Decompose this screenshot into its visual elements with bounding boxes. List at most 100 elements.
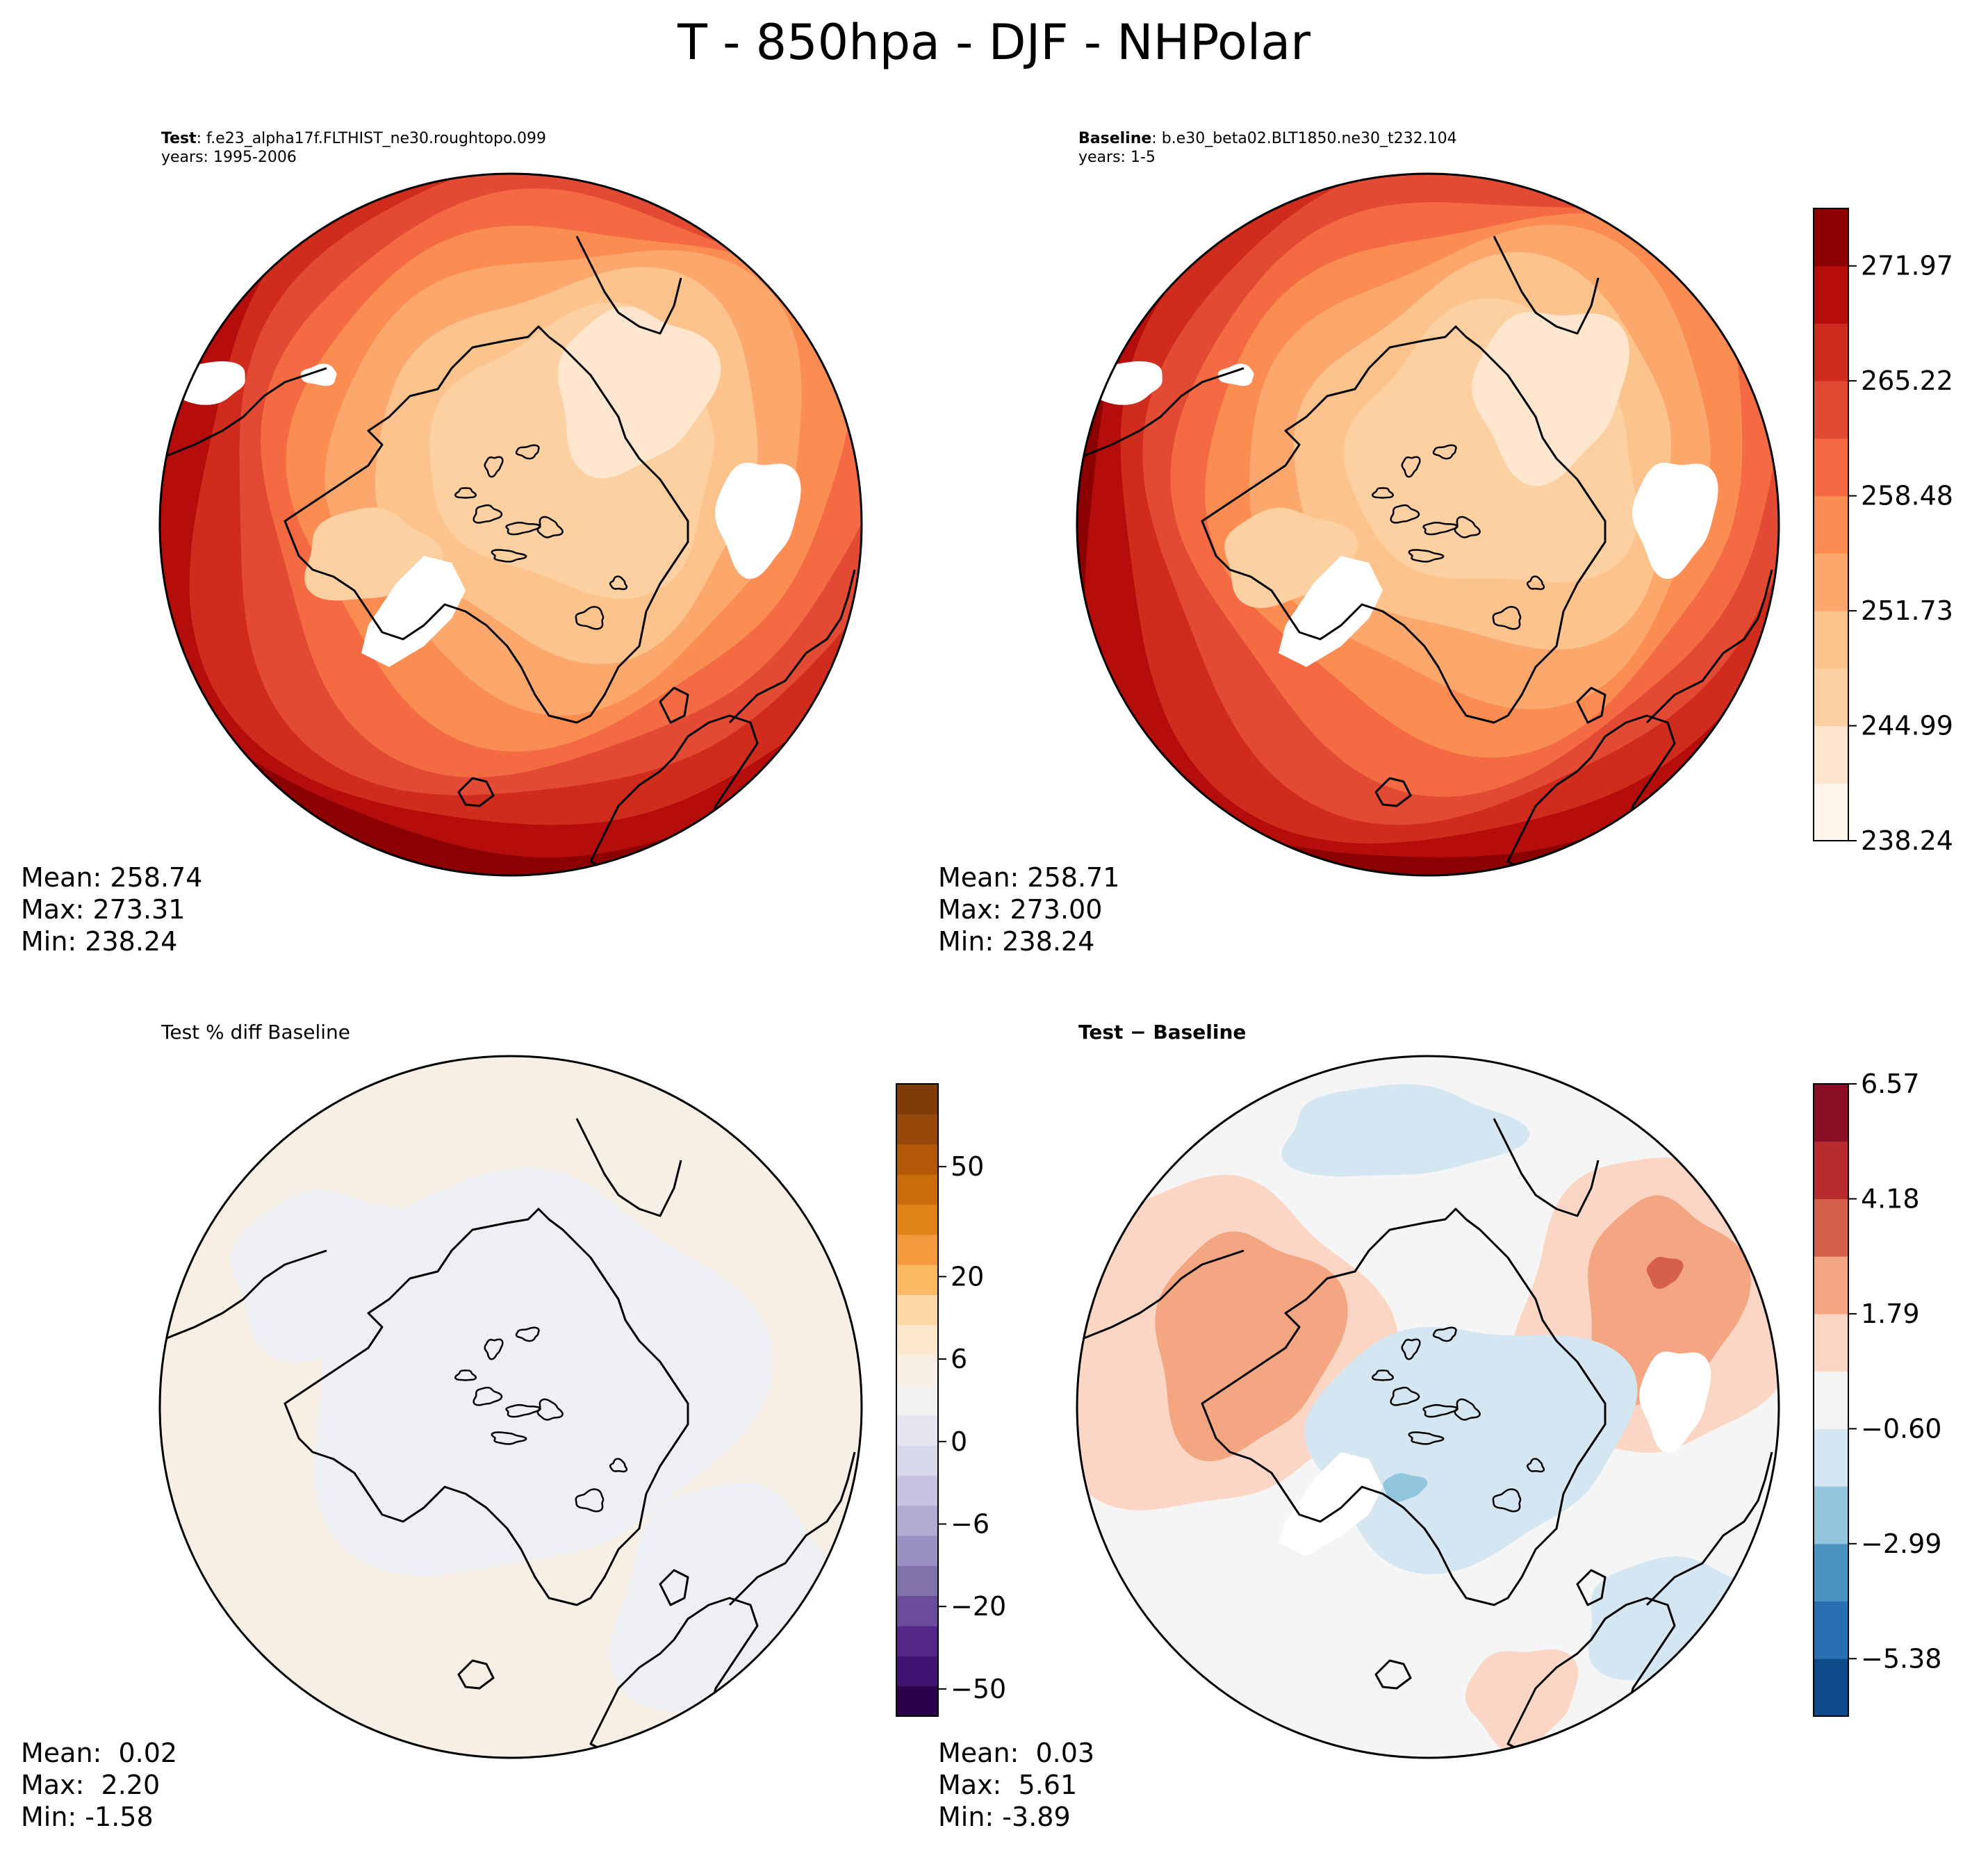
colorbar-segment — [896, 1415, 938, 1446]
colorbar-segment — [1814, 611, 1848, 669]
coastline — [575, 1118, 682, 1217]
missing-region — [1217, 363, 1254, 386]
colorbar-segment — [1814, 208, 1848, 267]
diff-colorbar: 6.57 4.18 1.79 −0.60 −2.99 −5.38 — [1813, 1069, 1941, 1717]
pctdiff-map — [158, 1055, 863, 1759]
island-outline — [454, 1369, 477, 1381]
colorbar-tick-label: 4.18 — [1861, 1183, 1920, 1214]
colorbar-tick-label: 20 — [951, 1261, 984, 1292]
colorbar-segment — [1814, 495, 1848, 554]
island-outline — [484, 1338, 504, 1360]
colorbar-segment — [1814, 265, 1848, 324]
baseline-mean: Mean: 258.71 — [938, 862, 1120, 893]
contour-band — [1588, 1195, 1751, 1407]
baseline-title-case: : b.e30_beta02.BLT1850.ne30_t232.104 — [1151, 130, 1457, 147]
colorbar-segment — [1814, 668, 1848, 727]
island-outline — [484, 456, 504, 478]
island-outline — [1408, 549, 1445, 563]
contour-band — [1383, 1473, 1428, 1502]
island-outline — [1390, 1386, 1420, 1406]
colorbar-segment — [1814, 1084, 1848, 1142]
colorbar-segment — [1814, 1543, 1848, 1602]
island-outline — [609, 575, 628, 591]
island-outline — [1390, 504, 1420, 524]
island-outline — [575, 606, 605, 630]
coastlines — [1077, 236, 1773, 875]
coastline — [1576, 686, 1607, 724]
diff-mean: Mean: 0.03 — [938, 1738, 1095, 1768]
island-outline — [1492, 606, 1522, 630]
colorbar-tick-label: 50 — [951, 1151, 984, 1182]
coastline — [457, 777, 495, 807]
island-outline — [454, 487, 477, 499]
test-map — [158, 172, 863, 877]
island-outline — [1454, 516, 1481, 538]
map-fill — [160, 1056, 862, 1758]
contour-band — [557, 306, 721, 479]
coastline — [1576, 1569, 1607, 1606]
coastline — [160, 367, 327, 460]
island-outline — [491, 1431, 527, 1445]
missing-region — [361, 556, 466, 667]
missing-region — [1632, 462, 1718, 579]
colorbar-segment — [896, 1174, 938, 1205]
island-outline — [1526, 1458, 1545, 1473]
contour-band — [1304, 1326, 1638, 1574]
colorbar-tick-label: 238.24 — [1861, 825, 1953, 856]
test-panel-title: Test: f.e23_alpha17f.FLTHIST_ne30.rought… — [161, 129, 546, 167]
colorbar-segment — [1814, 1658, 1848, 1717]
contour-band — [1472, 311, 1629, 486]
map-fill — [1077, 174, 1779, 875]
colorbar-segment — [896, 1445, 938, 1476]
coastline — [1201, 1208, 1607, 1606]
coastline — [284, 1208, 689, 1606]
colorbar-tick-label: 265.22 — [1861, 365, 1953, 396]
map-boundary — [158, 1055, 863, 1759]
diff-stats: Mean: 0.03 Max: 5.61 Min: -3.89 — [938, 1737, 1094, 1833]
baseline-max: Max: 273.00 — [938, 894, 1103, 925]
test-stats: Mean: 258.74 Max: 273.31 Min: 238.24 — [21, 862, 202, 957]
contour-band — [1588, 1556, 1779, 1681]
baseline-panel-title: Baseline: b.e30_beta02.BLT1850.ne30_t232… — [1078, 129, 1457, 167]
colorbar-tick-label: −50 — [951, 1674, 1006, 1704]
colorbar-segment — [896, 1144, 938, 1175]
colorbar-segment — [1814, 553, 1848, 611]
test-years: years: 1995-2006 — [161, 149, 297, 166]
colorbar-segment — [1814, 1371, 1848, 1429]
colorbar-segment — [1814, 1199, 1848, 1257]
missing-region — [1279, 556, 1383, 667]
colorbar-tick-label: −20 — [951, 1591, 1006, 1622]
coastline — [1374, 1659, 1412, 1690]
island-outline — [515, 444, 540, 460]
island-outline — [1454, 1398, 1481, 1421]
colorbar-tick-label: 251.73 — [1861, 595, 1953, 626]
test-min: Min: 238.24 — [21, 926, 178, 957]
missing-region — [1639, 1351, 1711, 1453]
colorbar-segment — [1814, 1486, 1848, 1545]
colorbar-frame — [1813, 1083, 1849, 1717]
coastline — [284, 325, 689, 724]
coastline — [1645, 569, 1773, 724]
test-title-case: : f.e23_alpha17f.FLTHIST_ne30.roughtopo.… — [196, 130, 547, 147]
colorbar-segment — [896, 1324, 938, 1356]
colorbar-segment — [896, 1355, 938, 1385]
island-outline — [1492, 1488, 1522, 1513]
colorbar-segment — [896, 1204, 938, 1235]
coastline — [1493, 1118, 1600, 1217]
baseline-min: Min: 238.24 — [938, 926, 1095, 957]
coastline — [575, 236, 682, 335]
colorbar-tick-label: 6 — [951, 1344, 967, 1374]
colorbar-segment — [896, 1656, 938, 1687]
colorbar-tick-label: −0.60 — [1861, 1413, 1941, 1444]
contour-band — [1281, 1084, 1531, 1177]
island-outline — [1371, 487, 1395, 499]
colorbar-tick-label: −2.99 — [1861, 1529, 1941, 1559]
colorbar-segment — [1814, 323, 1848, 381]
colorbar-segment — [896, 1475, 938, 1506]
missing-region — [1279, 1452, 1383, 1556]
colorbar-segment — [1814, 381, 1848, 439]
colorbar-tick-label: 244.99 — [1861, 711, 1953, 741]
colorbar-segment — [896, 1385, 938, 1416]
pctdiff-mean: Mean: 0.02 — [21, 1738, 178, 1768]
map-boundary — [1076, 1055, 1780, 1759]
